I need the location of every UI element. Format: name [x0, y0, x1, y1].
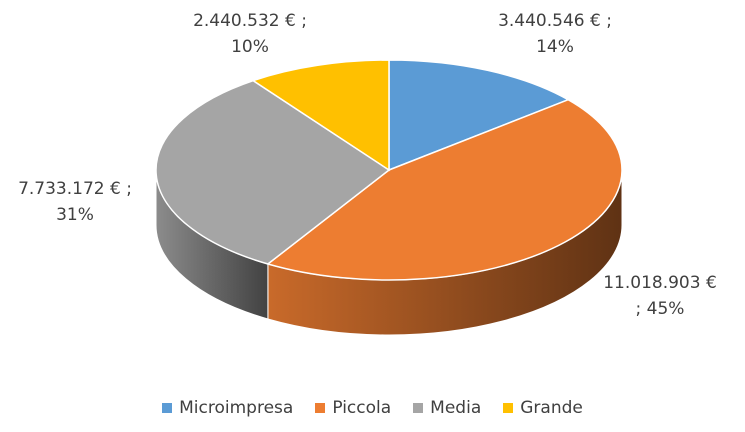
legend-swatch [315, 403, 326, 413]
legend-label: Media [430, 398, 482, 418]
data-label: 7.733.172 € ; 31% [18, 179, 132, 225]
legend: Microimpresa Piccola Media Grande [0, 398, 745, 418]
legend-label: Piccola [332, 398, 392, 418]
slice [388, 59, 570, 172]
data-label: 2.440.532 € ; 10% [193, 11, 307, 57]
legend-swatch [162, 403, 173, 413]
slice [266, 98, 623, 281]
data-label: 11.018.903 € ; 45% [603, 273, 717, 319]
legend-item: Grande [503, 398, 583, 418]
legend-item: Microimpresa [162, 398, 293, 418]
legend-swatch [413, 403, 424, 413]
slice [251, 59, 390, 172]
legend-label: Grande [520, 398, 583, 418]
data-label: 3.440.546 € ; 14% [498, 11, 612, 57]
legend-swatch [503, 403, 514, 413]
legend-item: Piccola [315, 398, 391, 418]
slice [155, 79, 391, 265]
legend-item: Media [413, 398, 481, 418]
legend-label: Microimpresa [179, 398, 294, 418]
